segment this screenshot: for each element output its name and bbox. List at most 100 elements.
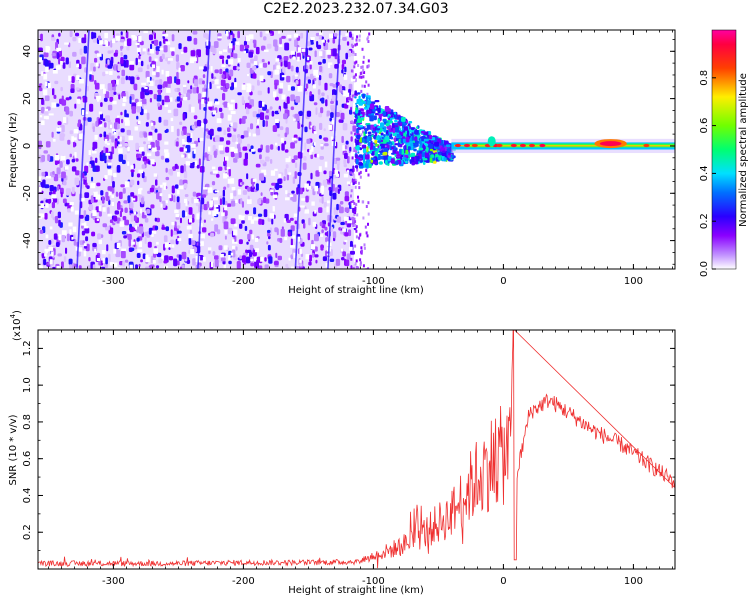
noise-cell	[287, 231, 291, 237]
noise-gap	[57, 65, 62, 70]
noise-gap	[111, 128, 115, 132]
noise-cell	[303, 222, 306, 229]
noise-gap	[252, 133, 257, 137]
noise-cell	[47, 199, 51, 204]
transition-cell	[416, 150, 420, 154]
noise-cell	[193, 115, 198, 120]
noise-gap	[230, 252, 234, 256]
noise-cell	[126, 38, 132, 47]
noise-cell	[204, 152, 208, 158]
noise-cell	[222, 58, 224, 64]
noise-cell	[138, 226, 144, 234]
noise-cell	[335, 157, 341, 161]
noise-cell	[274, 62, 278, 66]
noise-gap	[248, 132, 251, 137]
noise-cell	[320, 107, 324, 114]
noise-cell	[81, 225, 84, 229]
noise-cell	[287, 266, 290, 269]
sparse-cell	[355, 60, 358, 64]
noise-cell	[248, 51, 253, 58]
noise-cell	[173, 258, 178, 267]
noise-cell	[120, 52, 123, 57]
transition-cell	[354, 165, 359, 169]
noise-cell	[208, 130, 211, 136]
noise-cell	[265, 109, 269, 114]
noise-cell	[235, 102, 238, 110]
transition-cell	[400, 137, 403, 144]
transition-cell	[428, 134, 433, 140]
noise-gap	[159, 193, 163, 196]
sparse-cell	[362, 264, 365, 268]
noise-cell	[267, 217, 273, 222]
noise-gap	[91, 151, 97, 154]
colorbar-tick-label: 0.8	[699, 70, 710, 86]
sparse-cell	[367, 222, 369, 226]
sparse-cell	[357, 64, 360, 67]
noise-gap	[121, 248, 126, 251]
noise-cell	[241, 220, 245, 224]
noise-cell	[81, 37, 87, 44]
noise-gap	[39, 203, 44, 209]
transition-cell	[372, 145, 376, 151]
noise-gap	[181, 154, 185, 158]
sparse-cell	[358, 34, 361, 38]
noise-cell	[257, 90, 262, 96]
noise-gap	[144, 86, 148, 90]
noise-gap	[151, 64, 156, 68]
noise-gap	[227, 102, 230, 108]
sparse-cell	[367, 201, 370, 205]
noise-gap	[88, 150, 92, 155]
noise-cell	[226, 183, 230, 188]
colorbar-tick-label: 0.0	[699, 261, 710, 277]
noise-gap	[71, 136, 74, 142]
transition-cell	[357, 151, 360, 154]
transition-cell	[358, 125, 364, 128]
transition-cell	[394, 137, 396, 143]
noise-gap	[133, 211, 137, 215]
noise-gap	[301, 48, 306, 52]
noise-cell	[66, 159, 70, 165]
noise-cell	[52, 171, 55, 175]
noise-cell	[130, 179, 135, 186]
noise-gap	[285, 197, 290, 201]
transition-cell	[434, 153, 439, 159]
noise-cell	[97, 233, 102, 240]
sparse-cell	[355, 225, 358, 229]
noise-cell	[320, 244, 324, 251]
sparse-cell	[351, 94, 354, 98]
noise-gap	[309, 149, 312, 155]
noise-gap	[320, 144, 324, 147]
noise-gap	[265, 30, 270, 34]
noise-cell	[63, 180, 67, 186]
noise-gap	[279, 82, 284, 89]
sparse-cell	[367, 64, 370, 68]
noise-cell	[190, 50, 196, 57]
noise-cell	[269, 106, 273, 110]
transition-cell	[429, 157, 433, 163]
sparse-cell	[367, 40, 370, 43]
transition-cell	[423, 138, 429, 142]
noise-gap	[41, 213, 45, 218]
noise-cell	[228, 260, 232, 265]
noise-cell	[127, 195, 131, 204]
noise-cell	[104, 122, 107, 128]
noise-cell	[131, 247, 135, 252]
noise-gap	[235, 199, 238, 203]
transition-cell	[445, 144, 451, 148]
noise-cell	[145, 266, 150, 269]
transition-cell	[378, 145, 381, 150]
noise-cell	[168, 256, 174, 261]
noise-cell	[344, 195, 350, 202]
noise-gap	[347, 220, 352, 224]
noise-cell	[131, 171, 134, 178]
colorbar-tick-label: 0.2	[699, 213, 710, 229]
noise-cell	[69, 130, 74, 135]
noise-cell	[137, 67, 143, 73]
noise-cell	[257, 79, 260, 86]
sparse-cell	[354, 180, 357, 184]
sparse-cell	[360, 246, 363, 250]
noise-gap	[44, 108, 48, 112]
noise-cell	[69, 264, 73, 269]
noise-cell	[155, 46, 161, 52]
transition-cell	[359, 147, 363, 151]
